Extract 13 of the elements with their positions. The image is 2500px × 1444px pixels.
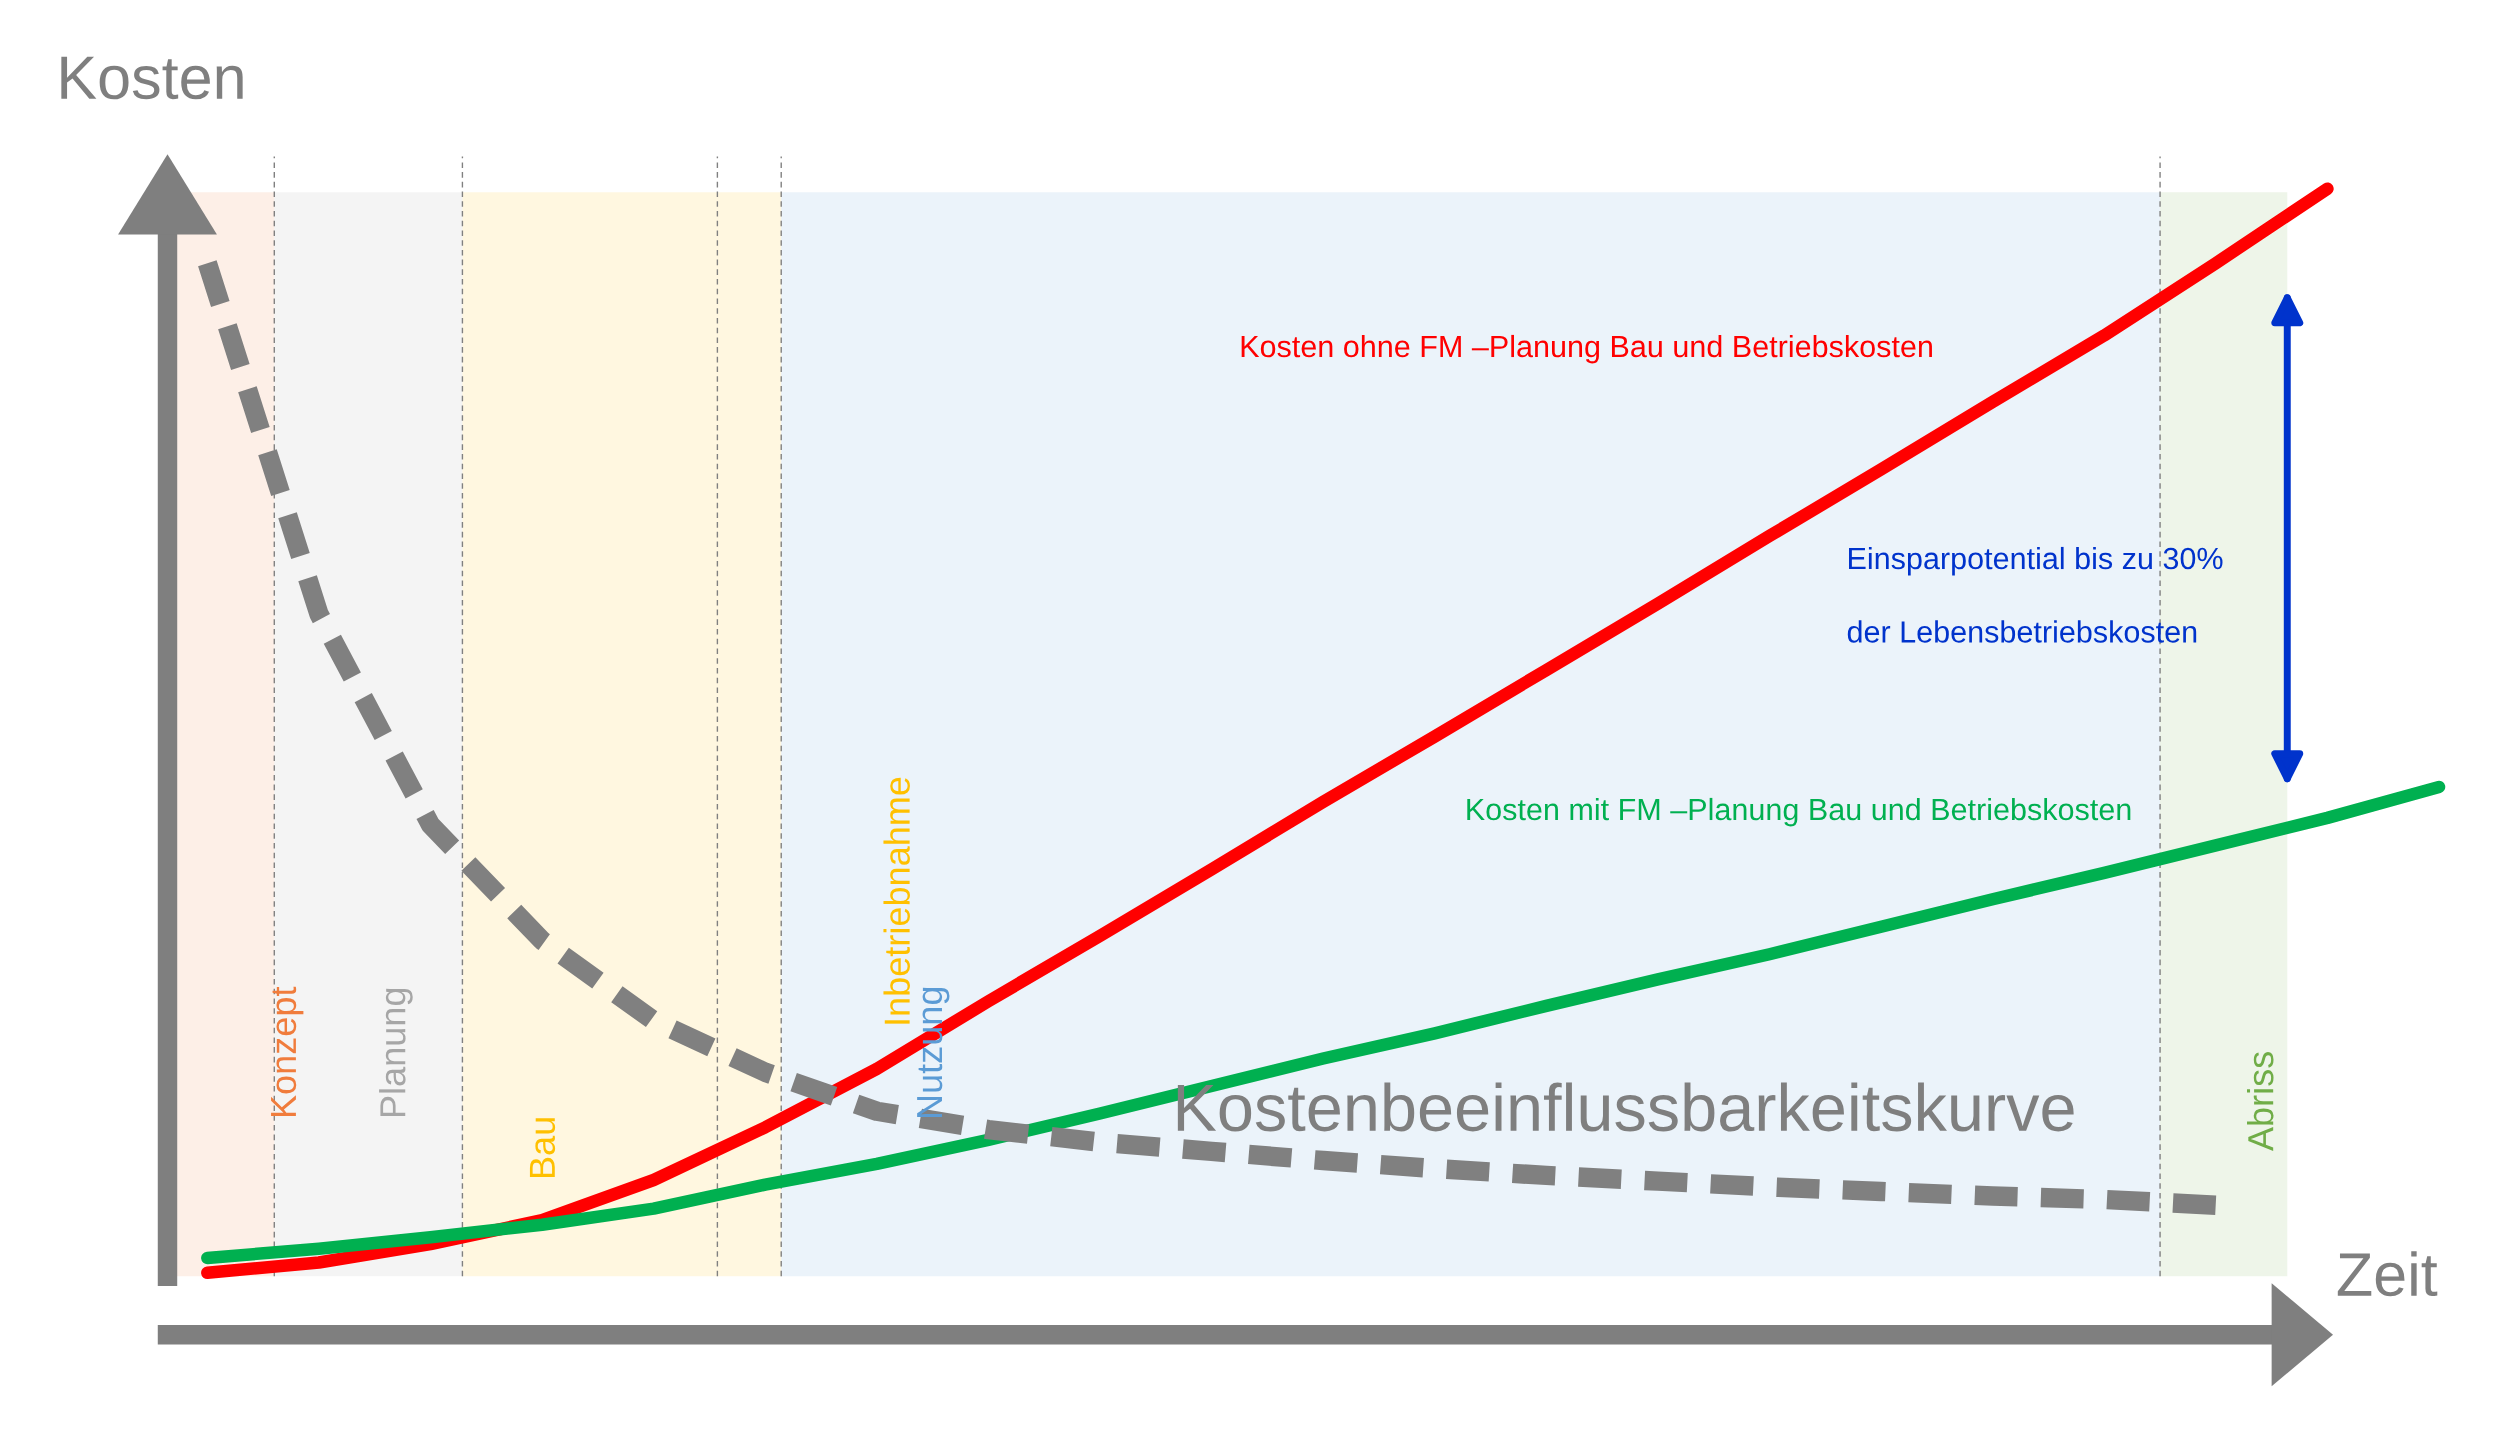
annotation: Nutzung (917, 987, 950, 1118)
annotation: Einsparpotential bis zu 30% (1849, 546, 2223, 576)
annotation: Planung (379, 988, 413, 1117)
annotation: Konzept (271, 986, 304, 1117)
annotation: Inbetriebnahme (883, 777, 910, 1024)
text: Kosten ohne FM –Planung Bau und Betriebskosten (1241, 334, 1932, 364)
annotation: Abriss (2247, 1052, 2274, 1152)
x-axis-title: Zeit (2337, 1251, 2438, 1297)
y-axis-title: Kosten (61, 56, 243, 100)
series-label: Kosten mit FM –Planung Bau und Betriebskosten (1467, 797, 2131, 827)
series-label: Kostenbeeinflussbarkeitskurve (1177, 1082, 2074, 1132)
annotation: der Lebensbetriebskosten (1847, 620, 2197, 643)
annotation: Bau (529, 1118, 556, 1178)
